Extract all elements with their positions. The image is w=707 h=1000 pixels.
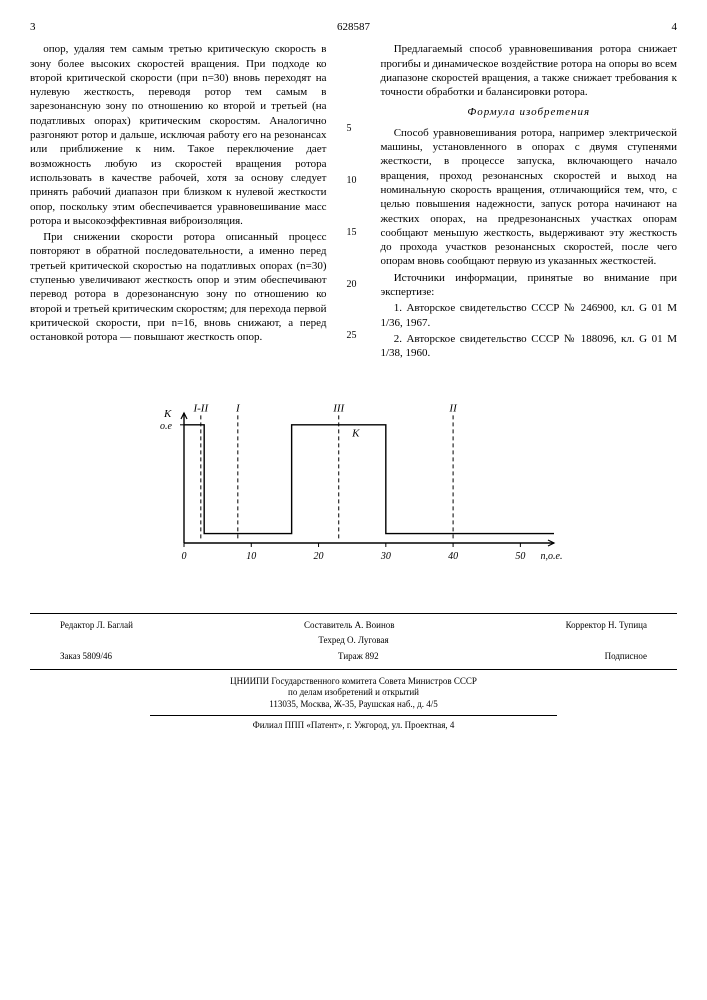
- sources-title: Источники информации, принятые во вниман…: [381, 271, 678, 300]
- footer-editor: Редактор Л. Баглай: [60, 620, 133, 632]
- svg-text:о.е: о.е: [160, 420, 173, 431]
- footer-org2: по делам изобретений и открытий: [30, 687, 677, 699]
- svg-text:K: K: [163, 408, 172, 420]
- footer-order: Заказ 5809/46: [60, 651, 112, 663]
- footer-compiler: Составитель А. Воинов: [304, 620, 394, 632]
- right-column: Предлагаемый способ уравновешивания рото…: [381, 42, 678, 362]
- page-number-left: 3: [30, 20, 70, 34]
- source-2: 2. Авторское свидетельство СССР № 188096…: [381, 332, 678, 361]
- formula-title: Формула изобретения: [381, 105, 678, 119]
- page-number-right: 4: [637, 20, 677, 34]
- footer-tirazh: Тираж 892: [338, 651, 379, 663]
- svg-text:30: 30: [379, 551, 390, 562]
- document-number: 628587: [70, 20, 637, 34]
- left-para-1: опор, удаляя тем самым третью критическу…: [30, 42, 327, 228]
- svg-text:10: 10: [246, 551, 256, 562]
- svg-text:20: 20: [313, 551, 323, 562]
- footer-techred: Техред О. Луговая: [318, 635, 388, 647]
- stiffness-chart: Kо.е01020304050n,о.е.I-IIIIIIIIK: [134, 393, 574, 573]
- line-marker: 5: [347, 122, 361, 135]
- svg-text:I: I: [234, 402, 240, 414]
- text-columns: опор, удаляя тем самым третью критическу…: [30, 42, 677, 362]
- left-para-2: При снижении скорости ротора описанный п…: [30, 230, 327, 344]
- svg-text:III: III: [332, 402, 345, 414]
- right-para-1: Предлагаемый способ уравновешивания рото…: [381, 42, 678, 99]
- line-marker: 20: [347, 278, 361, 291]
- footer-org1: ЦНИИПИ Государственного комитета Совета …: [30, 676, 677, 688]
- svg-text:40: 40: [448, 551, 458, 562]
- svg-text:0: 0: [181, 551, 186, 562]
- svg-text:II: II: [448, 402, 458, 414]
- line-number-gutter: 5 10 15 20 25: [347, 42, 361, 362]
- line-marker: 25: [347, 329, 361, 342]
- svg-text:I-II: I-II: [192, 402, 209, 414]
- page-header: 3 628587 4: [30, 20, 677, 34]
- left-column: опор, удаляя тем самым третью критическу…: [30, 42, 327, 362]
- svg-text:50: 50: [515, 551, 525, 562]
- source-1: 1. Авторское свидетельство СССР № 246900…: [381, 301, 678, 330]
- footer-corrector: Корректор Н. Тупица: [566, 620, 647, 632]
- svg-text:K: K: [351, 427, 360, 439]
- footer: Редактор Л. Баглай Составитель А. Воинов…: [30, 613, 677, 732]
- line-marker: 15: [347, 226, 361, 239]
- footer-sub: Подписное: [605, 651, 647, 663]
- svg-text:n,о.е.: n,о.е.: [540, 551, 562, 562]
- right-para-2: Способ уравновешивания ротора, например …: [381, 126, 678, 269]
- footer-addr1: 113035, Москва, Ж-35, Раушская наб., д. …: [30, 699, 677, 711]
- footer-addr2: Филиал ППП «Патент», г. Ужгород, ул. Про…: [30, 720, 677, 732]
- line-marker: 10: [347, 174, 361, 187]
- chart-svg: Kо.е01020304050n,о.е.I-IIIIIIIIK: [134, 393, 574, 573]
